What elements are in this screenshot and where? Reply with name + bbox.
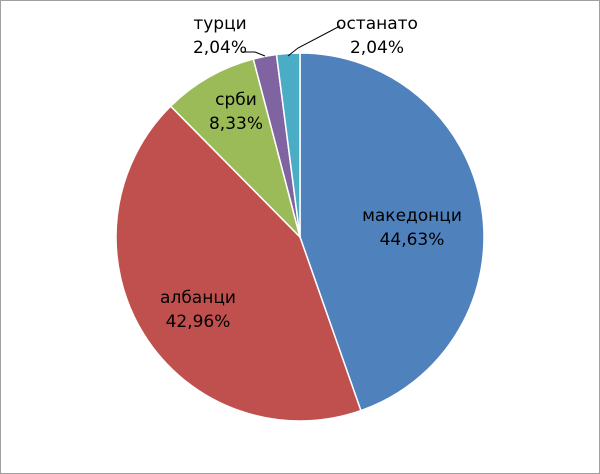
category-label: срби [215,90,257,110]
value-label: 2,04% [193,38,247,58]
value-label: 2,04% [350,38,404,58]
data-labels: македонци 44,63% албанци 42,96% срби 8,33% тур… [160,14,462,332]
value-label: 42,96% [166,312,231,332]
leader-line [242,51,266,57]
pie-slice [169,58,302,240]
category-label: турци [193,14,246,34]
value-label: 8,33% [209,114,263,134]
pie-slice [115,105,362,422]
leader-line [287,25,341,57]
value-label: 44,63% [380,230,445,250]
category-label: албанци [160,288,236,308]
category-label: македонци [362,206,462,226]
category-label: останато [336,14,418,34]
pie-slice [275,52,301,238]
pie [115,52,485,422]
pie-slice [299,52,485,412]
